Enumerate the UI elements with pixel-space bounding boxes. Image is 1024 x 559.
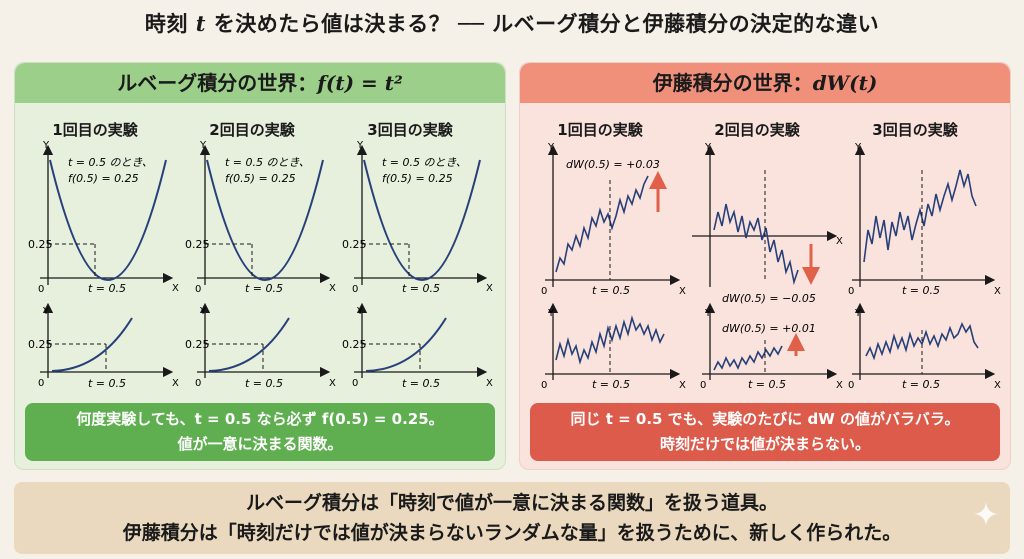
- left-experiment-1-label: 1回目の実験: [52, 121, 138, 139]
- svg-text:f(0.5) = 0.25: f(0.5) = 0.25: [382, 172, 453, 185]
- svg-text:0.25: 0.25: [28, 338, 53, 351]
- svg-text:X: X: [329, 378, 336, 389]
- svg-text:t = 0.5: t = 0.5: [88, 377, 126, 390]
- svg-text:t = 0.5: t = 0.5: [245, 282, 283, 295]
- svg-text:t = 0.5 のとき、: t = 0.5 のとき、: [68, 156, 153, 169]
- svg-text:0: 0: [195, 284, 201, 295]
- svg-text:t = 0.5: t = 0.5: [402, 377, 440, 390]
- conclusion-line-2: 伊藤積分は「時刻だけでは値が決まらないランダムな量」を扱うために、新しく作られた…: [122, 522, 902, 544]
- svg-text:dW(0.5) = +0.03: dW(0.5) = +0.03: [566, 158, 660, 171]
- svg-text:Y: Y: [199, 140, 207, 151]
- svg-text:Y: Y: [356, 306, 364, 317]
- left-top-plot-1: Y X 0 0.25 t = 0.5 t = 0.5 のとき、 f(0.5) =…: [28, 140, 179, 295]
- svg-text:t = 0.5: t = 0.5: [245, 377, 283, 390]
- right-top-plot-3: Y X 0 t = 0.5: [848, 142, 1001, 297]
- svg-text:0: 0: [38, 378, 44, 389]
- right-bottom-plot-2: Y X 0 t = 0.5 dW(0.5) = +0.01: [700, 302, 843, 391]
- right-top-plot-1: Y X 0 t = 0.5 dW(0.5) = +0.03: [541, 142, 686, 297]
- ito-panel: 伊藤積分の世界：dW(t) 1回目の実験 2回目の実験 3回目の実験 同じ t …: [519, 62, 1011, 470]
- conclusion-line-1: ルベーグ積分は「時刻で値が一意に決まる関数」を扱う道具。: [245, 492, 778, 514]
- svg-text:X: X: [486, 283, 493, 294]
- lebesgue-panel: ルベーグ積分の世界：f(t) = t² 1回目の実験 2回目の実験 3回目の実験…: [14, 62, 506, 470]
- svg-text:X: X: [994, 286, 1001, 297]
- svg-text:X: X: [329, 283, 336, 294]
- svg-text:0: 0: [700, 380, 706, 391]
- svg-text:Y: Y: [704, 142, 712, 153]
- svg-text:t = 0.5 のとき、: t = 0.5 のとき、: [225, 156, 310, 169]
- svg-text:0: 0: [352, 284, 358, 295]
- svg-text:Y: Y: [547, 308, 555, 319]
- lebesgue-summary: 何度実験しても、t = 0.5 なら必ず f(0.5) = 0.25。 値が一意…: [25, 403, 495, 461]
- left-bottom-plot-3: Y X 0 0.25 t = 0.5: [342, 302, 493, 390]
- left-experiment-2-label: 2回目の実験: [209, 121, 295, 139]
- svg-text:0: 0: [38, 284, 44, 295]
- right-experiment-2-label: 2回目の実験: [714, 121, 800, 139]
- ito-summary: 同じ t = 0.5 でも、実験のたびに dW の値がバラバラ。 時刻だけでは値…: [530, 403, 1000, 461]
- svg-text:t = 0.5: t = 0.5: [88, 282, 126, 295]
- svg-text:X: X: [994, 380, 1001, 391]
- svg-text:0.25: 0.25: [185, 238, 210, 251]
- svg-text:X: X: [172, 283, 179, 294]
- svg-text:t = 0.5: t = 0.5: [592, 284, 630, 297]
- right-experiment-1-label: 1回目の実験: [557, 121, 643, 139]
- right-bottom-plot-1: Y X 0 t = 0.5: [541, 302, 686, 391]
- right-experiment-3-label: 3回目の実験: [872, 121, 958, 139]
- svg-text:0.25: 0.25: [185, 338, 210, 351]
- sparkle-icon: [974, 502, 998, 526]
- svg-text:0: 0: [541, 286, 547, 297]
- svg-text:X: X: [679, 380, 686, 391]
- svg-text:X: X: [172, 378, 179, 389]
- svg-text:0: 0: [352, 378, 358, 389]
- svg-text:t = 0.5: t = 0.5: [402, 282, 440, 295]
- svg-text:0.25: 0.25: [342, 238, 367, 251]
- svg-text:0: 0: [848, 380, 854, 391]
- svg-text:Y: Y: [854, 308, 862, 319]
- svg-text:t = 0.5: t = 0.5: [902, 378, 940, 391]
- svg-text:Y: Y: [547, 142, 555, 153]
- svg-text:dW(0.5) = −0.05: dW(0.5) = −0.05: [722, 292, 816, 305]
- svg-text:Y: Y: [356, 140, 364, 151]
- left-experiment-3-label: 3回目の実験: [367, 121, 453, 139]
- page-title: 時刻 t を決めたら値は決まる？ ── ルベーグ積分と伊藤積分の決定的な違い: [144, 11, 880, 36]
- svg-text:0.25: 0.25: [342, 338, 367, 351]
- ito-header: 伊藤積分の世界：dW(t): [520, 63, 1010, 103]
- right-top-plot-2: Y X dW(0.5) = −0.05: [692, 142, 843, 305]
- svg-text:Y: Y: [854, 142, 862, 153]
- right-bottom-plot-3: Y X 0 t = 0.5: [848, 302, 1001, 391]
- svg-text:t = 0.5: t = 0.5: [902, 284, 940, 297]
- svg-text:X: X: [486, 378, 493, 389]
- svg-text:0: 0: [541, 380, 547, 391]
- left-bottom-plot-1: Y X 0 0.25 t = 0.5: [28, 302, 179, 390]
- svg-text:f(0.5) = 0.25: f(0.5) = 0.25: [225, 172, 296, 185]
- svg-text:Y: Y: [199, 306, 207, 317]
- svg-text:t = 0.5: t = 0.5: [592, 378, 630, 391]
- svg-text:t = 0.5: t = 0.5: [748, 378, 786, 391]
- conclusion-box: ルベーグ積分は「時刻で値が一意に決まる関数」を扱う道具。 伊藤積分は「時刻だけで…: [14, 482, 1010, 554]
- svg-text:Y: Y: [704, 308, 712, 319]
- svg-text:X: X: [836, 380, 843, 391]
- svg-text:X: X: [836, 236, 843, 247]
- svg-text:X: X: [679, 286, 686, 297]
- svg-text:Y: Y: [42, 140, 50, 151]
- svg-text:0.25: 0.25: [28, 238, 53, 251]
- left-top-plot-3: Y X 0 0.25 t = 0.5 t = 0.5 のとき、 f(0.5) =…: [342, 140, 493, 295]
- left-bottom-plot-2: Y X 0 0.25 t = 0.5: [185, 302, 336, 390]
- lebesgue-header: ルベーグ積分の世界：f(t) = t²: [15, 63, 505, 103]
- svg-text:Y: Y: [42, 306, 50, 317]
- svg-text:f(0.5) = 0.25: f(0.5) = 0.25: [68, 172, 139, 185]
- svg-text:dW(0.5) = +0.01: dW(0.5) = +0.01: [722, 322, 816, 335]
- svg-text:t = 0.5 のとき、: t = 0.5 のとき、: [382, 156, 467, 169]
- svg-text:0: 0: [848, 286, 854, 297]
- svg-text:0: 0: [195, 378, 201, 389]
- left-top-plot-2: Y X 0 0.25 t = 0.5 t = 0.5 のとき、 f(0.5) =…: [185, 140, 336, 295]
